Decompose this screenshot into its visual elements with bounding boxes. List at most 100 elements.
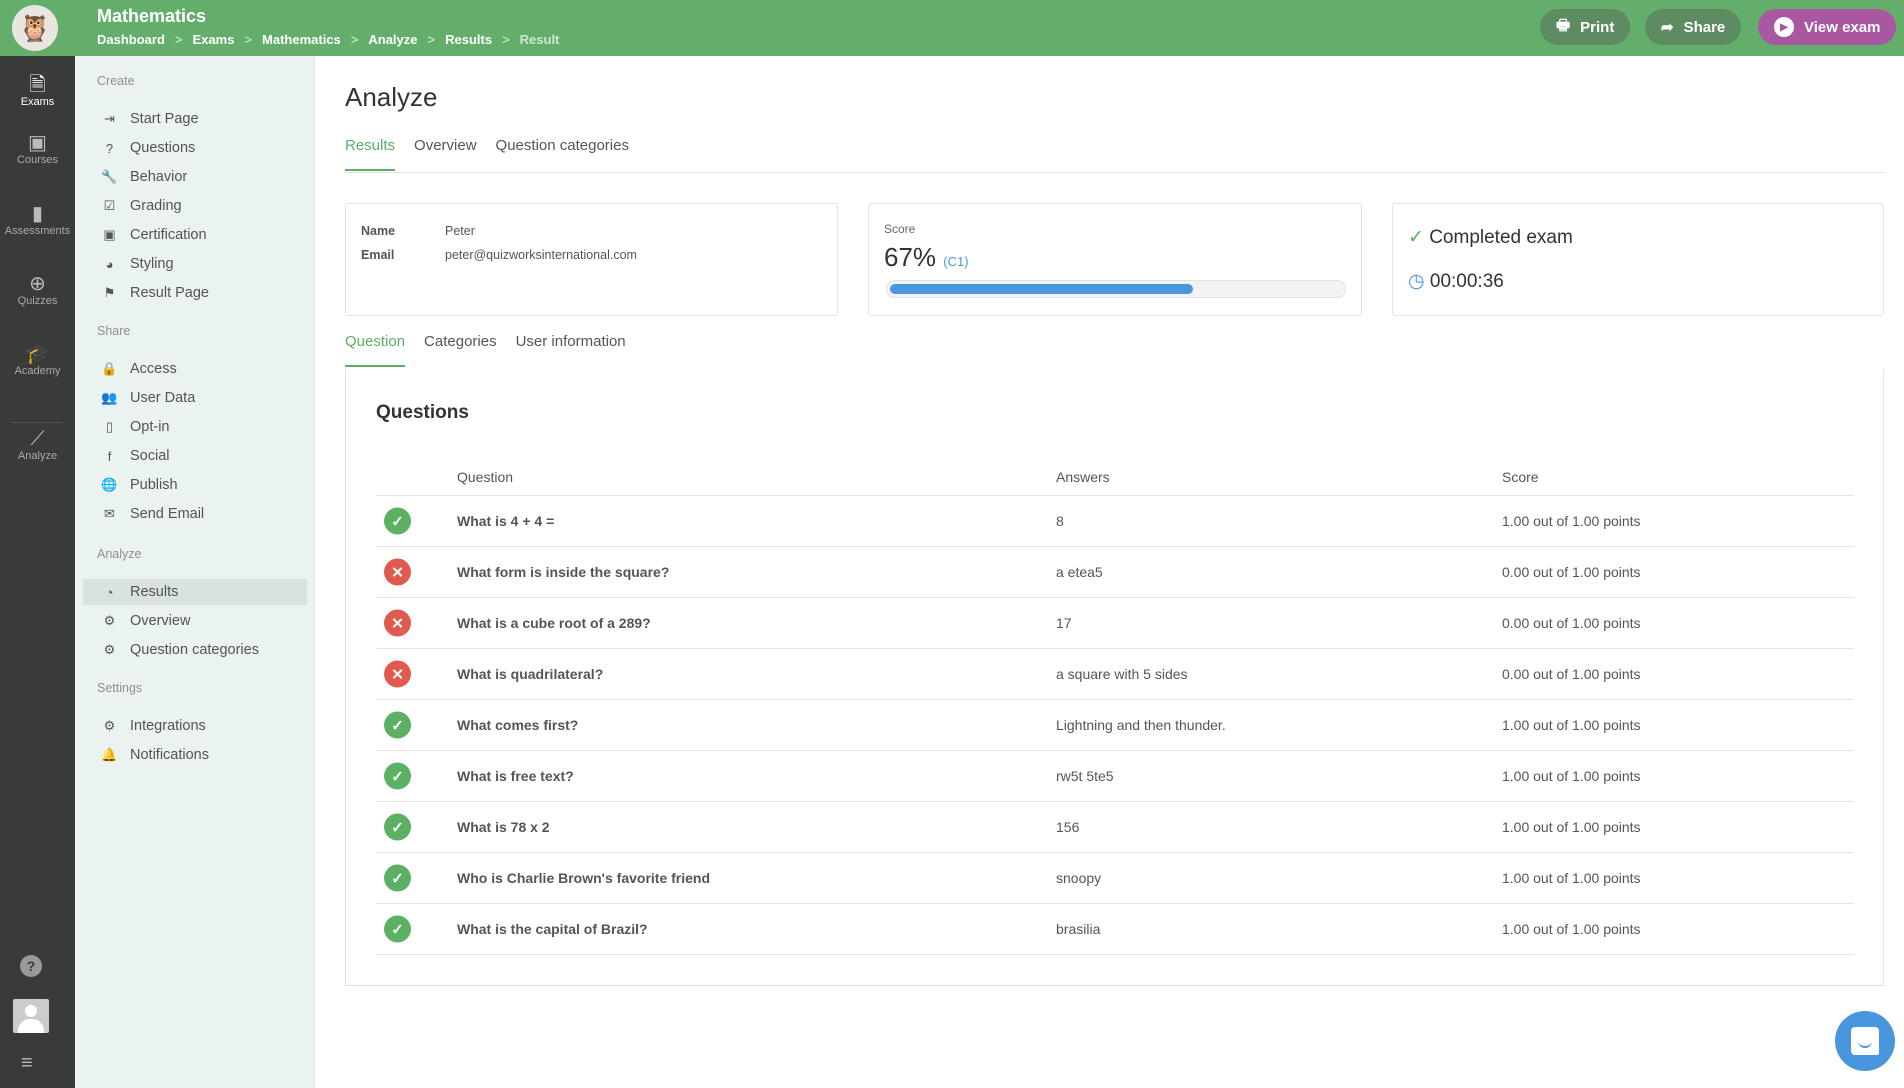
sidebar-item-start-page[interactable]: ⇥ Start Page xyxy=(83,106,307,132)
name-label: Name xyxy=(361,224,396,238)
correct-check-icon: ✓ xyxy=(384,915,411,943)
rail-item-courses[interactable]: ▣ Courses xyxy=(0,132,75,166)
rail-item-analyze[interactable]: ⟋ Analyze xyxy=(0,428,75,462)
file-icon: ▯ xyxy=(105,419,114,434)
sidebar-item-questions[interactable]: ? Questions xyxy=(83,135,307,161)
sidebar-item-grading[interactable]: ☑ Grading xyxy=(83,193,307,219)
certificate-icon: ▣ xyxy=(28,132,47,154)
answer-text: 156 xyxy=(1056,819,1080,835)
sidebar-item-send-email[interactable]: ✉ Send Email xyxy=(83,501,307,527)
bar-chart-icon: ▮ xyxy=(31,203,43,225)
answer-text: 17 xyxy=(1056,615,1072,631)
tab-user-information[interactable]: User information xyxy=(515,333,626,350)
gear-icon: ⚙ xyxy=(103,642,116,657)
questions-panel: Questions Question Answers Score ✓ What i… xyxy=(345,369,1884,986)
rail-item-label: Academy xyxy=(14,365,61,377)
section-label-share: Share xyxy=(97,324,131,338)
score-text: 0.00 out of 1.00 points xyxy=(1502,564,1641,580)
correct-check-icon: ✓ xyxy=(384,507,411,535)
sidebar-item-results[interactable]: ◔ Results xyxy=(83,579,307,605)
chevron-right-icon: > xyxy=(427,32,436,47)
section-label-create: Create xyxy=(97,74,135,88)
sidebar-item-label: Certification xyxy=(130,227,207,243)
table-row: ✕ What form is inside the square? a etea5 0… xyxy=(376,547,1854,598)
section-label-analyze: Analyze xyxy=(97,547,142,561)
hamburger-menu-icon[interactable]: ≡ xyxy=(21,1052,33,1074)
sidebar-item-access[interactable]: 🔒 Access xyxy=(83,356,307,382)
incorrect-x-icon: ✕ xyxy=(384,558,411,586)
main-tabs: Results Overview Question categories xyxy=(345,137,629,171)
sidebar-item-social[interactable]: f Social xyxy=(83,443,307,469)
question-text: What is 78 x 2 xyxy=(457,819,550,835)
chevron-right-icon: > xyxy=(244,32,253,47)
sidebar-item-user-data[interactable]: 👥 User Data xyxy=(83,385,307,411)
sidebar-item-notifications[interactable]: 🔔 Notifications xyxy=(83,742,307,768)
clipboard-check-icon: ☑ xyxy=(103,198,116,213)
breadcrumb-item[interactable]: Mathematics xyxy=(262,32,341,47)
answer-text: rw5t 5te5 xyxy=(1056,768,1114,784)
avatar[interactable] xyxy=(13,999,49,1033)
tab-question-categories[interactable]: Question categories xyxy=(495,137,629,154)
rail-item-academy[interactable]: 🎓 Academy xyxy=(0,343,75,377)
sidebar-item-question-categories[interactable]: ⚙ Question categories xyxy=(83,637,307,663)
table-row: ✓ What is the capital of Brazil? brasilia 1… xyxy=(376,904,1854,955)
print-label: Print xyxy=(1580,18,1615,36)
sidebar-item-label: Questions xyxy=(130,140,196,156)
sidebar-item-opt-in[interactable]: ▯ Opt-in xyxy=(83,414,307,440)
sidebar-item-publish[interactable]: 🌐 Publish xyxy=(83,472,307,498)
col-score: Score xyxy=(1502,469,1539,485)
view-exam-button[interactable]: ▶ View exam xyxy=(1758,9,1897,45)
score-text: 0.00 out of 1.00 points xyxy=(1502,666,1641,682)
chat-launcher-button[interactable] xyxy=(1835,1011,1895,1071)
envelope-icon: ✉ xyxy=(104,506,115,521)
sidebar-item-label: Grading xyxy=(130,198,182,214)
sidebar-item-behavior[interactable]: 🔧 Behavior xyxy=(83,164,307,190)
incorrect-x-icon: ✕ xyxy=(384,660,411,688)
sidebar-item-label: Question categories xyxy=(130,642,259,658)
table-header: Question Answers Score xyxy=(376,459,1854,496)
tab-question[interactable]: Question xyxy=(345,333,406,367)
rail-item-exams[interactable]: 🗎 Exams xyxy=(0,74,75,108)
question-text: What comes first? xyxy=(457,717,579,733)
rail-item-quizzes[interactable]: ⊕ Quizzes xyxy=(0,273,75,307)
sidebar-item-integrations[interactable]: ⚙ Integrations xyxy=(83,713,307,739)
check-icon: ✓ xyxy=(1408,227,1424,248)
score-label: Score xyxy=(884,222,916,236)
breadcrumb-item[interactable]: Results xyxy=(445,32,493,47)
score-progress-fill xyxy=(890,284,1193,294)
help-icon[interactable]: ? xyxy=(20,955,42,977)
sidebar-item-certification[interactable]: ▣ Certification xyxy=(83,222,307,248)
sidebar-item-styling[interactable]: ◕ Styling xyxy=(83,251,307,277)
rail-item-label: Exams xyxy=(20,96,55,108)
owl-logo[interactable]: 🦉 xyxy=(12,5,58,51)
breadcrumb-item[interactable]: Dashboard xyxy=(97,32,165,47)
rail-item-assessments[interactable]: ▮ Assessments xyxy=(0,203,75,237)
gamepad-icon: ⊕ xyxy=(29,273,46,295)
tab-results[interactable]: Results xyxy=(345,137,396,171)
rail-divider xyxy=(12,422,63,423)
rail-item-label: Courses xyxy=(17,154,58,166)
table-row: ✕ What is quadrilateral? a square with 5 s… xyxy=(376,649,1854,700)
sidebar-item-overview[interactable]: ⚙ Overview xyxy=(83,608,307,634)
tab-overview[interactable]: Overview xyxy=(414,137,477,154)
table-row: ✕ What is a cube root of a 289? 17 0.00 out… xyxy=(376,598,1854,649)
print-button[interactable]: 🖶 Print xyxy=(1540,9,1631,45)
table-row: ✓ What is free text? rw5t 5te5 1.00 out of … xyxy=(376,751,1854,802)
certificate-icon: ▣ xyxy=(103,227,116,242)
enter-icon: ⇥ xyxy=(104,111,115,126)
chevron-right-icon: > xyxy=(502,32,510,47)
tab-categories[interactable]: Categories xyxy=(424,333,497,350)
chevron-right-icon: > xyxy=(350,32,359,47)
sub-tabs: Question Categories User information xyxy=(345,333,626,367)
app-title: Mathematics xyxy=(97,6,207,26)
questions-table: Question Answers Score ✓ What is 4 + 4 = 8… xyxy=(376,459,1854,955)
score-text: 1.00 out of 1.00 points xyxy=(1502,768,1641,784)
sidebar-item-result-page[interactable]: ⚑ Result Page xyxy=(83,280,307,306)
breadcrumb-item[interactable]: Exams xyxy=(192,32,235,47)
score-card: Score 67% (C1) xyxy=(868,203,1362,316)
answer-text: Lightning and then thunder. xyxy=(1056,717,1226,733)
graduation-cap-icon: 🎓 xyxy=(25,343,50,365)
breadcrumb-item[interactable]: Analyze xyxy=(368,32,418,47)
share-button[interactable]: ➦ Share xyxy=(1645,9,1742,45)
score-text: 1.00 out of 1.00 points xyxy=(1502,513,1641,529)
